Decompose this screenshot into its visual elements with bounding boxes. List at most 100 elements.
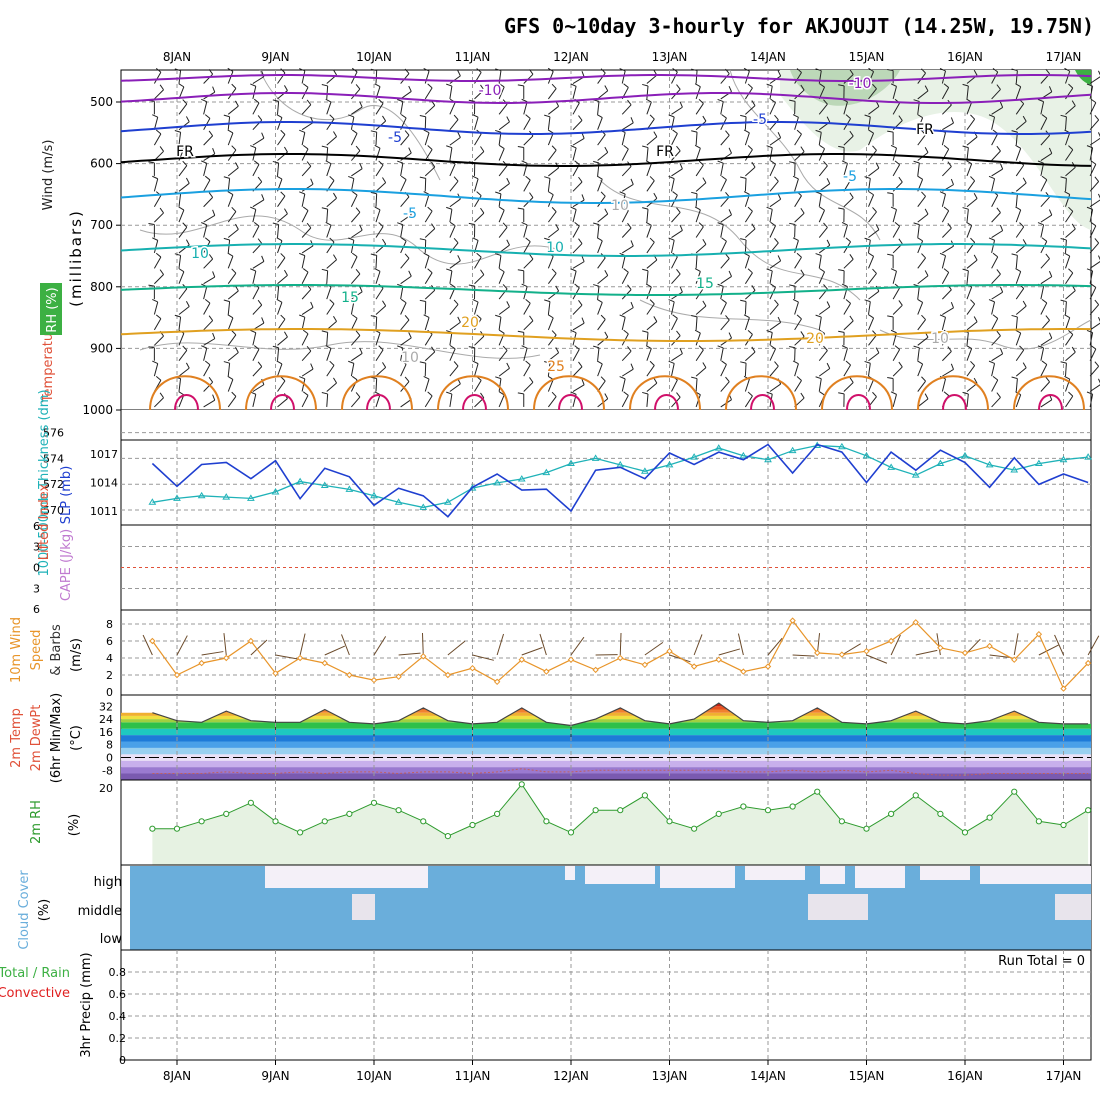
wind-barb — [572, 225, 580, 238]
rh2m-point — [567, 829, 575, 836]
wind-barb-flag — [468, 99, 475, 102]
thickness-point — [961, 451, 969, 459]
wind-barb-flag — [1086, 268, 1093, 272]
rh2m-point — [838, 818, 845, 825]
wind-barb-flag — [374, 206, 381, 211]
wind-barb-flag — [966, 160, 972, 165]
wind10m-speed-point — [321, 659, 328, 667]
wind-barb-flag — [1064, 314, 1070, 319]
wind-barb — [671, 318, 678, 331]
wind-barb-flag — [992, 314, 999, 319]
wind-barb-flag — [864, 237, 871, 241]
wind-barb — [646, 180, 655, 192]
wind-barb — [277, 336, 288, 346]
wind-barb — [1089, 365, 1100, 377]
wind-barb-flag — [642, 268, 649, 272]
wind-barb — [843, 163, 848, 177]
wind-barb — [1089, 287, 1097, 300]
date-label-bottom: 14JAN — [750, 1069, 786, 1083]
wind-barb-flag — [551, 83, 557, 89]
wind-barb-flag — [231, 391, 237, 397]
wind-barb-flag — [1015, 206, 1021, 211]
wind-barb-flag — [1064, 252, 1070, 257]
thickness-point — [690, 453, 699, 460]
wind-barb-flag — [777, 316, 782, 323]
wind-barb — [351, 229, 363, 238]
rh2m-point — [715, 810, 722, 818]
wind-barb-flag — [525, 114, 531, 119]
wind10m-speed-point — [641, 661, 649, 669]
wind-barb-flag — [299, 252, 306, 257]
wind-barb — [547, 379, 554, 392]
wind-barb-flag — [351, 129, 358, 134]
wind10m-barb — [324, 645, 346, 656]
wind-barb-flag — [449, 221, 456, 227]
wind-barb — [277, 398, 288, 408]
wind-barb-flag — [321, 330, 328, 333]
wind-barb-flag — [894, 222, 900, 227]
wind-barb-flag — [419, 361, 426, 364]
wind-barb-flag — [815, 68, 822, 72]
wind-barb — [868, 194, 875, 207]
cloud-level-label: high — [94, 875, 122, 890]
wind-barb-flag — [159, 146, 164, 152]
wind-barb-flag — [257, 238, 263, 244]
wind-barb-flag — [400, 237, 407, 242]
wind-barb-flag — [996, 84, 1001, 90]
precip-panel: 0.80.60.40.20 Run Total = 0 Total / Rain… — [0, 949, 1092, 1067]
wind-barb-flag — [917, 237, 923, 242]
wind-barb-flag — [359, 224, 363, 231]
wind10m-barb — [767, 637, 783, 656]
rh2m-panel: 20 2m RH (%) — [29, 779, 1092, 866]
contour-freezing — [120, 153, 1092, 167]
wind-barb — [1040, 347, 1045, 361]
wind-barb-flag — [506, 301, 510, 307]
wind-barb-flag — [148, 223, 155, 226]
thickness-point — [887, 463, 896, 470]
wind-barb-flag — [476, 314, 482, 320]
wind-barb-flag — [999, 101, 1004, 108]
pressure-tick-label: 900 — [90, 341, 113, 355]
wind-barb-flag — [201, 160, 207, 164]
rh2m-point — [247, 799, 254, 806]
wind10m-barb — [890, 634, 901, 656]
wind-barb-flag — [329, 360, 335, 366]
wind-barb — [449, 225, 456, 238]
wind-barb-flag — [1071, 346, 1076, 353]
wind-barb-flag — [1068, 83, 1074, 89]
wind-barb — [375, 367, 386, 377]
wind-barb — [252, 366, 263, 377]
wind-barb-flag — [159, 392, 164, 399]
wind-barb — [203, 302, 211, 315]
wind-barb — [498, 394, 505, 408]
wind-barb-flag — [823, 284, 828, 290]
wind-barb-flag — [676, 269, 681, 275]
wind-barb-flag — [725, 191, 730, 198]
wind-barb — [942, 289, 952, 300]
wind-barb — [227, 228, 239, 238]
high-cloud-gap — [855, 866, 905, 888]
wind-barb — [449, 198, 461, 208]
wind-barb — [597, 240, 603, 254]
wind-barb-flag — [208, 69, 214, 75]
wind-barb — [917, 275, 929, 285]
wind-barb — [498, 367, 510, 377]
wind-barb-flag — [970, 237, 975, 243]
wind-barb-flag — [325, 160, 332, 165]
wind-barb — [892, 271, 897, 284]
wind-barb — [621, 255, 626, 269]
wind10m-speed-point — [863, 647, 870, 655]
wind-barb-flag — [698, 345, 704, 351]
wind-barb — [1015, 305, 1027, 315]
wind-barb — [671, 353, 683, 362]
wind-barb-flag — [302, 144, 309, 150]
wind-barb — [547, 132, 554, 146]
wind-barb — [1015, 394, 1022, 408]
wind-barb-flag — [668, 175, 675, 180]
wind-barb — [597, 179, 603, 192]
wind-barb — [350, 273, 361, 285]
wind-barb-flag — [604, 146, 609, 153]
wind-barb-flag — [280, 314, 286, 320]
wind-barb — [1089, 137, 1100, 146]
